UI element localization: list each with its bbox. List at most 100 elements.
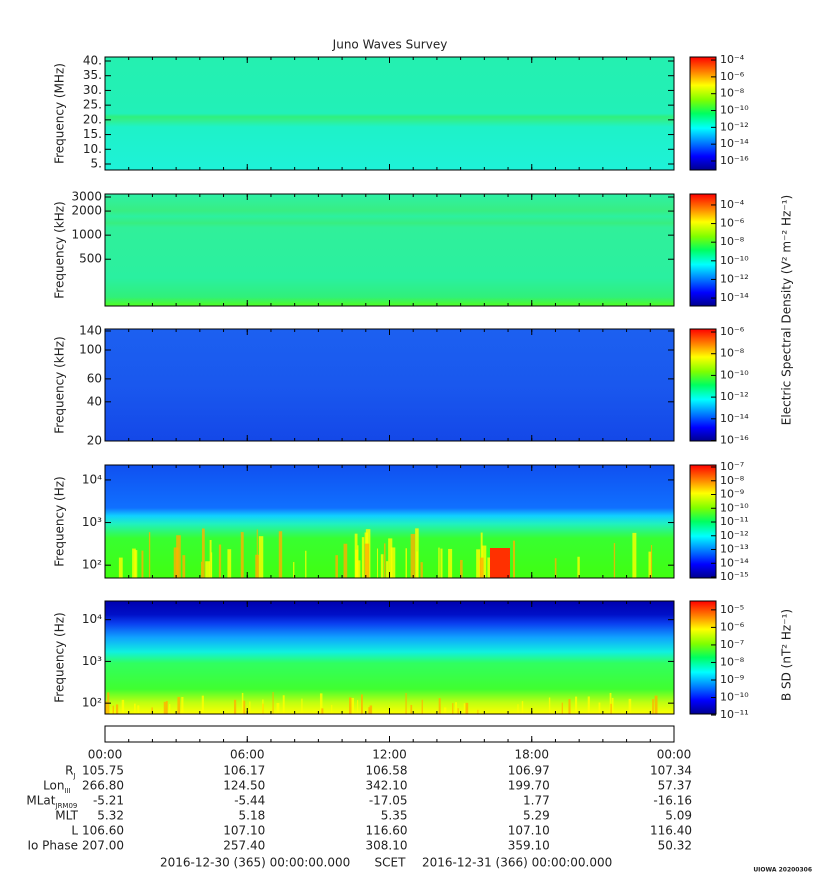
spectrogram-feature — [421, 699, 423, 714]
spectrogram-feature — [105, 701, 107, 714]
spectrogram-feature — [293, 562, 295, 578]
colorbar-tick-label: 10⁻¹⁵ — [720, 570, 749, 583]
ephemeris-value: 207.00 — [82, 839, 124, 853]
y-tick-label: 35. — [83, 68, 102, 82]
ephemeris-label-sub: III — [65, 787, 71, 795]
spectrogram-feature — [262, 699, 264, 714]
ephemeris-value: 5.18 — [239, 809, 266, 823]
colorbar-tick-label: 10⁻⁶ — [720, 217, 745, 230]
spectrogram — [105, 194, 674, 306]
footer-stamp: UIOWA 20200306 — [753, 867, 812, 874]
spectrogram-feature — [548, 697, 551, 714]
spectrogram-feature — [361, 694, 363, 714]
colorbar-label: B SD (nT² Hz⁻¹) — [780, 609, 794, 701]
spectrogram-feature — [465, 702, 469, 714]
spectrogram-feature — [141, 550, 144, 578]
ephemeris-value: 107.10 — [223, 824, 265, 838]
spectrogram-feature — [361, 537, 365, 578]
spectrogram — [105, 601, 674, 714]
colorbar-tick-label: 10⁻⁸ — [720, 655, 745, 668]
spectrogram-feature — [211, 552, 213, 578]
colorbar — [689, 600, 717, 715]
ephemeris-value: 257.40 — [223, 839, 265, 853]
y-axis-label: Frequency (kHz) — [53, 336, 67, 433]
spectrogram-feature — [654, 695, 658, 714]
spectrogram-feature — [460, 559, 463, 578]
spectrogram-feature — [112, 705, 114, 714]
ephemeris-value: 5.32 — [97, 809, 124, 823]
spectrogram-feature — [218, 544, 222, 578]
spectrogram-feature — [177, 696, 181, 714]
spectrogram-feature — [648, 551, 652, 578]
colorbar-tick-label: 10⁻⁶ — [720, 70, 745, 83]
ephemeris-value: -5.21 — [93, 794, 124, 808]
colorbar-tick-label: 10⁻¹⁰ — [720, 691, 749, 704]
spectrogram-feature — [512, 540, 516, 578]
ephemeris-label: L — [71, 824, 78, 838]
spectrogram-feature — [368, 707, 371, 714]
ephemeris-value: 342.10 — [366, 779, 408, 793]
y-tick-label: 10² — [82, 558, 102, 572]
spectrogram — [105, 329, 674, 441]
y-tick-label: 30. — [83, 83, 102, 97]
spectrogram-feature — [610, 703, 612, 714]
x-tick-label: 12:00 — [372, 748, 407, 762]
ephemeris-value: 105.75 — [82, 764, 124, 778]
colorbar-tick-label: 10⁻¹⁴ — [720, 412, 749, 425]
colorbar — [689, 328, 717, 442]
colorbar-tick-label: 10⁻⁵ — [720, 603, 744, 616]
ephemeris-value: -5.44 — [234, 794, 265, 808]
spectrogram-feature — [305, 550, 307, 578]
y-axis-label: Frequency (Hz) — [53, 612, 67, 703]
colorbar-tick-label: 10⁻¹⁶ — [720, 154, 749, 167]
spectrogram-feature — [554, 558, 557, 578]
spectrogram-feature — [577, 556, 580, 578]
spectrogram-feature — [613, 543, 616, 578]
spectrogram-feature — [628, 698, 632, 714]
colorbar-tick-label: 10⁻⁸ — [720, 474, 745, 487]
ephemeris-value: 106.97 — [508, 764, 550, 778]
spectrogram — [105, 57, 674, 170]
y-tick-label: 10³ — [82, 654, 102, 668]
ephemeris-value: 107.34 — [650, 764, 692, 778]
colorbar-tick-label: 10⁻¹⁴ — [720, 291, 749, 304]
x-tick-label: 06:00 — [230, 748, 265, 762]
y-tick-label: 60 — [87, 371, 102, 385]
colorbar-tick-label: 10⁻⁸ — [720, 347, 745, 360]
ephemeris-label: R — [65, 764, 73, 778]
colorbar-tick-label: 10⁻⁸ — [720, 87, 745, 100]
ephemeris-value: 116.40 — [650, 824, 692, 838]
colorbar-tick-label: 10⁻¹⁰ — [720, 501, 749, 514]
spectrogram-feature — [169, 704, 171, 714]
spectrogram-feature — [258, 536, 264, 578]
colorbar-tick-label: 10⁻¹² — [720, 120, 749, 133]
colorbar-tick-label: 10⁻¹⁰ — [720, 104, 749, 117]
spectrogram-feature — [115, 704, 119, 714]
ephemeris-value: 57.37 — [658, 779, 692, 793]
colorbar-tick-label: 10⁻¹⁴ — [720, 556, 749, 569]
spectrogram-feature — [477, 709, 479, 714]
spectrogram-feature — [652, 699, 654, 714]
footer-mid: SCET — [375, 856, 407, 870]
footer-end: 2016-12-31 (366) 00:00:00.000 — [422, 856, 612, 870]
ephemeris-value: 5.29 — [523, 809, 550, 823]
colorbar-tick-label: 10⁻¹² — [720, 390, 749, 403]
spectrogram-feature — [390, 547, 396, 578]
spectrogram-feature — [134, 703, 136, 714]
colorbar-tick-label: 10⁻⁴ — [720, 53, 745, 66]
spectrogram-feature — [134, 550, 138, 578]
spectrogram-feature — [163, 701, 167, 714]
spectrogram-feature — [455, 702, 457, 714]
spectrogram-feature — [598, 702, 601, 714]
colorbar-tick-label: 10⁻¹¹ — [720, 708, 749, 721]
spectrogram-feature — [443, 707, 447, 714]
ephemeris-label-sub: J — [73, 772, 76, 780]
spectrogram-feature — [481, 545, 487, 578]
spectrogram-feature — [201, 695, 204, 714]
spectrogram-feature — [151, 707, 153, 714]
y-tick-label: 10⁴ — [82, 472, 102, 486]
spectrogram-feature — [148, 532, 151, 578]
spectrogram-feature — [209, 539, 212, 578]
ephemeris-value: 106.58 — [366, 764, 408, 778]
